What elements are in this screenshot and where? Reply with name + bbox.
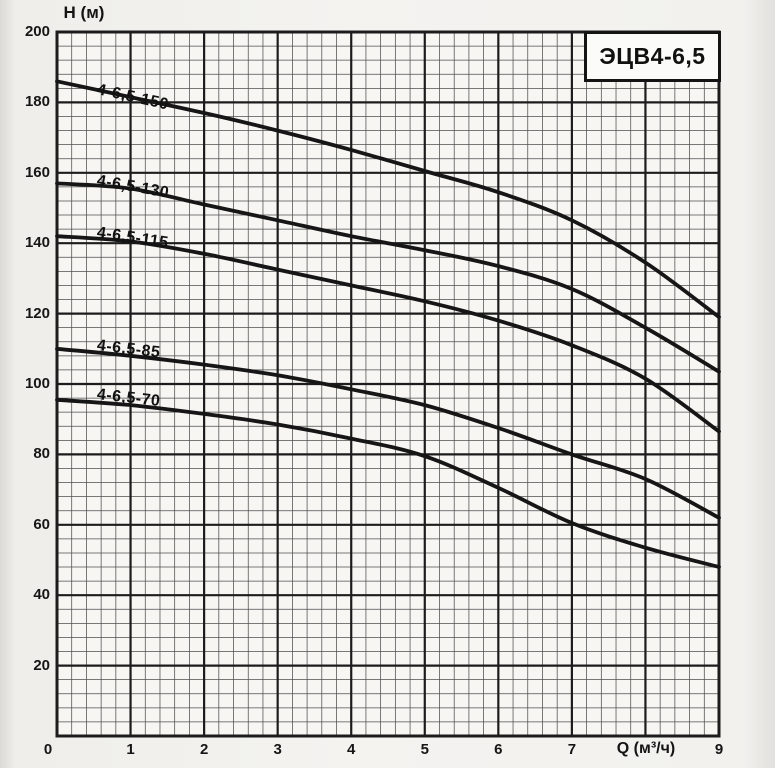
x-axis-title: Q (м³/ч) xyxy=(616,740,676,757)
x-tick-label-1: 1 xyxy=(126,741,135,758)
x-tick-label-5: 5 xyxy=(420,741,429,758)
pump-curve-4-6-5-115 xyxy=(55,234,721,434)
y-tick-label-200: 200 xyxy=(24,23,50,40)
chart-title-box: ЭЦВ4-6,5 xyxy=(584,31,721,82)
x-tick-label-2: 2 xyxy=(199,741,209,758)
y-axis-title: H (м) xyxy=(63,3,105,22)
y-tick-label-80: 80 xyxy=(33,445,50,463)
plot-border xyxy=(55,30,721,738)
y-tick-label-160: 160 xyxy=(24,163,50,181)
y-tick-label-120: 120 xyxy=(24,304,50,322)
pump-curve-4-6-5-70 xyxy=(55,397,721,569)
y-tick-label-180: 180 xyxy=(24,93,50,111)
x-tick-label-4: 4 xyxy=(347,741,356,758)
x-tick-label-9: 9 xyxy=(714,741,724,758)
pump-curve-4-6-5-150 xyxy=(55,79,721,319)
y-tick-label-40: 40 xyxy=(33,586,50,604)
y-tick-label-100: 100 xyxy=(24,375,50,392)
x-tick-label-7: 7 xyxy=(567,741,577,758)
x-tick-label-0: 0 xyxy=(43,741,53,758)
x-tick-label-6: 6 xyxy=(494,741,503,758)
y-tick-label-140: 140 xyxy=(24,234,50,252)
x-tick-label-3: 3 xyxy=(273,741,282,758)
chart-title: ЭЦВ4-6,5 xyxy=(599,43,706,69)
y-tick-label-20: 20 xyxy=(33,656,50,674)
pump-curve-4-6-5-130 xyxy=(55,181,721,374)
y-tick-label-60: 60 xyxy=(33,515,50,533)
pump-curve-4-6-5-85 xyxy=(55,346,721,520)
